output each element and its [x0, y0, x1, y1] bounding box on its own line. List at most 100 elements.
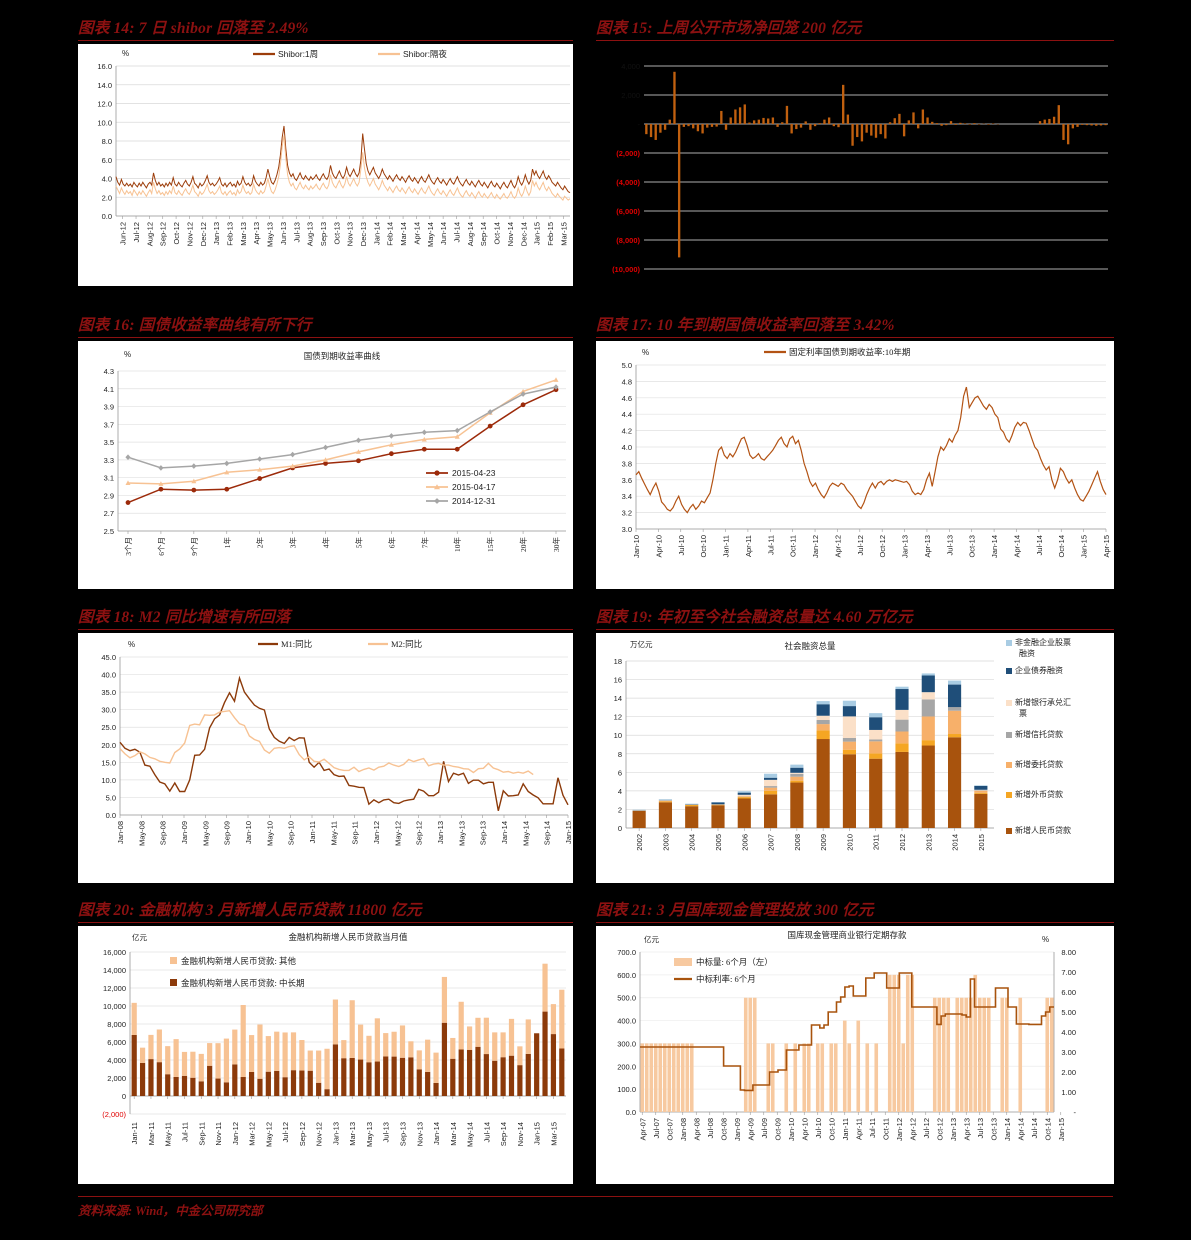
svg-text:700.0: 700.0 [617, 948, 636, 957]
svg-text:Sep-11: Sep-11 [351, 821, 360, 845]
svg-text:2006: 2006 [740, 834, 749, 851]
svg-text:15年: 15年 [485, 537, 495, 553]
svg-text:Jan-10: Jan-10 [787, 1118, 796, 1141]
svg-text:Apr-08: Apr-08 [692, 1118, 701, 1141]
svg-text:Jan-11: Jan-11 [722, 535, 731, 557]
svg-text:Nov-13: Nov-13 [346, 222, 355, 246]
svg-text:4年: 4年 [321, 537, 331, 549]
svg-text:2005: 2005 [714, 834, 723, 851]
svg-text:3.3: 3.3 [104, 456, 114, 465]
svg-text:Jan-15: Jan-15 [533, 222, 542, 245]
svg-text:(2,000): (2,000) [616, 149, 640, 158]
svg-text:票: 票 [1019, 709, 1027, 718]
svg-text:5.00: 5.00 [1061, 1008, 1076, 1017]
svg-text:4.3: 4.3 [104, 367, 114, 376]
svg-text:0.0: 0.0 [106, 811, 116, 820]
svg-text:600.0: 600.0 [617, 971, 636, 980]
svg-text:Sep-11: Sep-11 [197, 1122, 206, 1146]
svg-text:3.8: 3.8 [622, 459, 632, 468]
svg-text:Jan-10: Jan-10 [632, 535, 641, 558]
svg-text:Jan-13: Jan-13 [436, 821, 445, 844]
svg-text:Jul-10: Jul-10 [677, 535, 686, 555]
svg-text:M2:同比: M2:同比 [391, 639, 422, 649]
title-rule [596, 629, 1114, 630]
svg-text:Feb-14: Feb-14 [386, 222, 395, 246]
svg-text:Jul-11: Jul-11 [868, 1118, 877, 1138]
svg-text:12.0: 12.0 [97, 100, 112, 109]
svg-text:Oct-08: Oct-08 [719, 1118, 728, 1141]
svg-text:Sep-12: Sep-12 [415, 821, 424, 845]
svg-text:Oct-13: Oct-13 [989, 1118, 998, 1141]
chart-17-canvas: 3.0 3.2 3.4 3.6 3.8 4.0 4.2 4.4 4.6 4.8 5.0% 固定利率国债… [596, 341, 1114, 589]
svg-text:Jun-13: Jun-13 [279, 222, 288, 245]
svg-text:1年: 1年 [222, 537, 232, 549]
svg-text:Oct-07: Oct-07 [665, 1118, 674, 1141]
svg-text:20年: 20年 [518, 537, 528, 553]
svg-text:2008: 2008 [793, 834, 802, 851]
svg-text:2,000: 2,000 [621, 91, 640, 100]
title-rule [596, 922, 1114, 923]
svg-text:Mar-15: Mar-15 [549, 1122, 558, 1146]
svg-text:0: 0 [618, 824, 622, 833]
svg-text:3.00: 3.00 [1061, 1048, 1076, 1057]
svg-text:Oct-12: Oct-12 [935, 1118, 944, 1141]
svg-text:Jan-08: Jan-08 [116, 821, 125, 844]
svg-text:万亿元: 万亿元 [630, 639, 653, 649]
svg-text:6.0: 6.0 [102, 156, 112, 165]
svg-text:May-12: May-12 [393, 821, 402, 846]
svg-text:Sep-09: Sep-09 [223, 821, 232, 845]
svg-text:%: % [124, 350, 131, 359]
svg-text:Jul-07: Jul-07 [652, 1118, 661, 1138]
svg-text:新增外币贷款: 新增外币贷款 [1015, 789, 1063, 799]
svg-text:10,000: 10,000 [103, 1002, 126, 1011]
svg-text:4.4: 4.4 [622, 410, 632, 419]
svg-text:Sep-14: Sep-14 [543, 821, 552, 845]
svg-text:Jan-13: Jan-13 [901, 535, 910, 558]
svg-text:May-14: May-14 [426, 222, 435, 247]
svg-text:10: 10 [614, 731, 622, 740]
svg-text:Jan-15: Jan-15 [1080, 535, 1089, 558]
svg-text:Jun-14: Jun-14 [439, 222, 448, 245]
svg-text:Sep-14: Sep-14 [499, 1122, 508, 1146]
svg-text:May-13: May-13 [457, 821, 466, 846]
svg-text:3.6: 3.6 [622, 476, 632, 485]
svg-text:融资: 融资 [1019, 648, 1035, 658]
chart-17-title: 图表 17: 10 年到期国债收益率回落至 3.42% [596, 317, 895, 334]
svg-text:30.0: 30.0 [101, 706, 116, 715]
svg-text:Jan-12: Jan-12 [895, 1118, 904, 1141]
svg-text:Mar-11: Mar-11 [147, 1122, 156, 1145]
svg-text:(2,000): (2,000) [102, 1110, 126, 1119]
svg-text:Jul-12: Jul-12 [922, 1118, 931, 1138]
svg-text:Jan-14: Jan-14 [500, 821, 509, 844]
svg-text:Apr-14: Apr-14 [1012, 535, 1021, 558]
svg-text:Shibor:隔夜: Shibor:隔夜 [403, 49, 447, 59]
svg-text:Aug-13: Aug-13 [306, 222, 315, 246]
chart-19-canvas: 0 2 4 6 8 10 12 14 16 18 万亿元 社会融资总量 2002 2003 2004 2005… [596, 633, 1114, 883]
svg-text:4,000: 4,000 [107, 1056, 126, 1065]
svg-text:3.1: 3.1 [104, 474, 114, 483]
svg-text:Shibor:1周: Shibor:1周 [278, 49, 318, 59]
svg-text:2.7: 2.7 [104, 509, 114, 518]
svg-text:Jan-15: Jan-15 [1057, 1118, 1066, 1141]
svg-text:10年: 10年 [452, 537, 462, 553]
svg-text:Aug-12: Aug-12 [145, 222, 154, 246]
svg-text:4.2: 4.2 [622, 427, 632, 436]
svg-text:Oct-12: Oct-12 [172, 222, 181, 245]
svg-text:400.0: 400.0 [617, 1017, 636, 1026]
svg-text:2,000: 2,000 [107, 1074, 126, 1083]
svg-text:4: 4 [618, 787, 622, 796]
svg-text:Oct-14: Oct-14 [1057, 535, 1066, 558]
svg-text:Jul-12: Jul-12 [856, 535, 865, 555]
svg-text:May-12: May-12 [264, 1122, 273, 1147]
svg-text:Jan-13: Jan-13 [331, 1122, 340, 1145]
svg-text:Apr-11: Apr-11 [744, 535, 753, 557]
svg-text:Jul-10: Jul-10 [814, 1118, 823, 1138]
svg-text:8.0: 8.0 [102, 137, 112, 146]
svg-text:非金融企业股票: 非金融企业股票 [1015, 637, 1071, 647]
svg-text:Jul-13: Jul-13 [976, 1118, 985, 1138]
chart-19-svg: 0 2 4 6 8 10 12 14 16 18 万亿元 社会融资总量 2002 2003 2004 2005… [614, 637, 1071, 851]
svg-text:Jan-14: Jan-14 [1003, 1118, 1012, 1141]
chart-21-svg: 0.0 100.0 200.0 300.0 400.0 500.0 600.0 700.0 - 1… [617, 930, 1076, 1141]
source-note: 资料来源: Wind，中金公司研究部 [78, 1204, 263, 1218]
svg-text:8: 8 [618, 750, 622, 759]
